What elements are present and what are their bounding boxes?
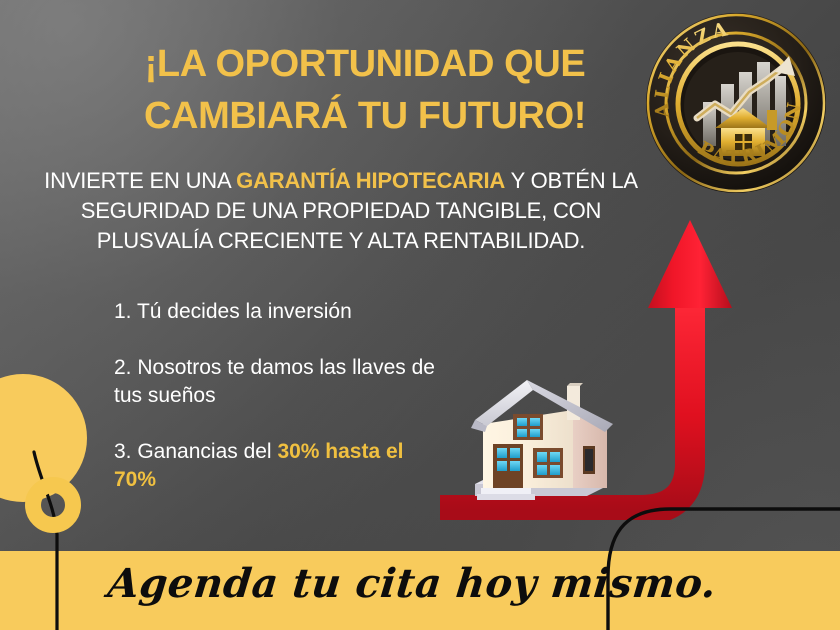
brand-logo: ALIANZA PATRIMONIAL xyxy=(633,0,829,196)
benefit-text-1: 1. Tú decides la inversión xyxy=(114,300,352,323)
benefit-prefix-3: 3. Ganancias del xyxy=(114,440,278,463)
subheading-highlight: GARANTÍA HIPOTECARIA xyxy=(236,168,506,193)
cta-text: Agenda tu cita hoy mismo. xyxy=(105,560,719,607)
list-item: 1. Tú decides la inversión xyxy=(114,298,444,326)
subheading-part-2: Y OBTÉN LA SEGURIDAD DE UNA PROPIEDAD TA… xyxy=(80,168,638,253)
list-item: 2. Nosotros te damos las llaves de tus s… xyxy=(114,354,444,410)
list-item: 3. Ganancias del 30% hasta el 70% xyxy=(114,438,444,494)
house-illustration xyxy=(455,372,655,517)
subheading-part-1: INVIERTE EN UNA xyxy=(44,168,237,193)
decorative-ring xyxy=(25,477,81,533)
brand-logo-svg: ALIANZA PATRIMONIAL xyxy=(633,0,826,193)
benefit-text-2: 2. Nosotros te damos las llaves de tus s… xyxy=(114,356,435,407)
benefit-highlight-3: 30% hasta el 70% xyxy=(114,440,404,491)
house-svg xyxy=(471,380,613,500)
headline: ¡LA OPORTUNIDAD QUE CAMBIARÁ TU FUTURO! xyxy=(0,38,840,142)
subheading: INVIERTE EN UNA GARANTÍA HIPOTECARIA Y O… xyxy=(28,166,654,256)
headline-line-1: ¡LA OPORTUNIDAD QUE xyxy=(144,43,586,85)
headline-line-2: CAMBIARÁ TU FUTURO! xyxy=(144,95,586,137)
benefits-list: 1. Tú decides la inversión 2. Nosotros t… xyxy=(114,298,444,494)
